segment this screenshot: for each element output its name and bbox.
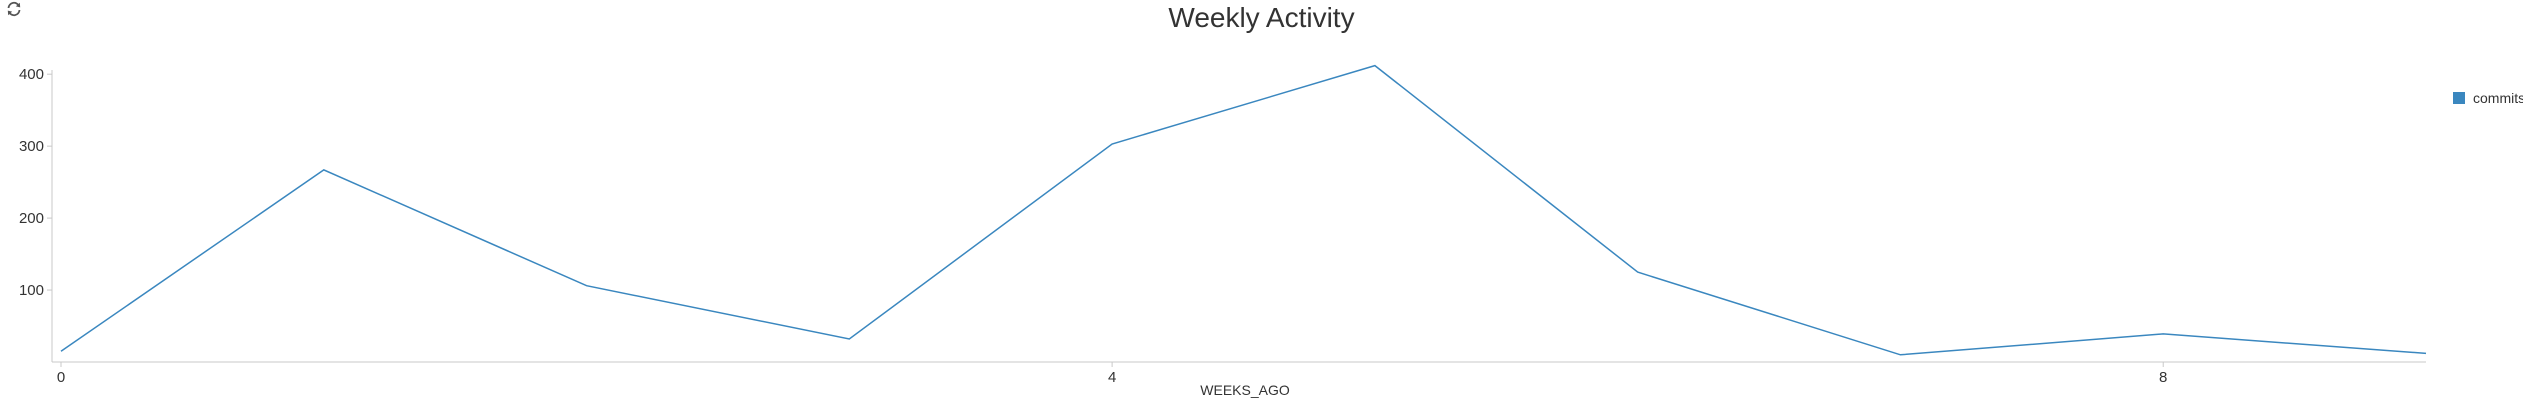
y-tick-label: 100 [19, 282, 44, 299]
x-tick-label: 8 [2159, 369, 2167, 386]
chart-title: Weekly Activity [1168, 2, 1355, 33]
x-tick-label: 0 [57, 369, 65, 386]
legend-label: commits [2473, 90, 2523, 106]
y-tick-label: 200 [19, 210, 44, 227]
y-tick-label: 400 [19, 66, 44, 83]
legend[interactable]: commits [2453, 90, 2523, 106]
refresh-button[interactable] [5, 0, 23, 18]
refresh-icon [7, 1, 21, 17]
x-tick-label: 4 [1108, 369, 1116, 386]
series-line-commits [60, 64, 2427, 356]
legend-swatch [2453, 92, 2465, 104]
x-axis-title: WEEKS_AGO [1200, 382, 1290, 398]
y-tick-label: 300 [19, 138, 44, 155]
